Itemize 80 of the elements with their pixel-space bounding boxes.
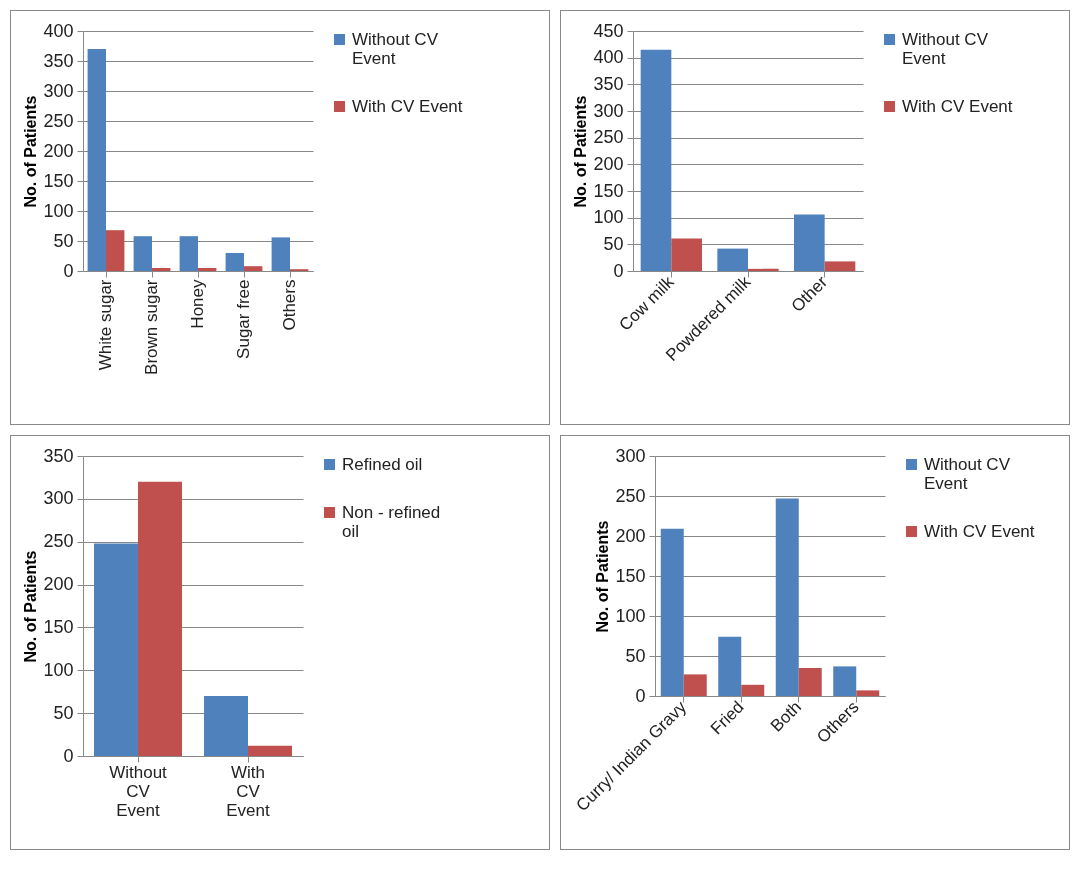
legend-label: With CV Event bbox=[352, 96, 463, 116]
y-tick-label: 0 bbox=[613, 260, 624, 281]
bar bbox=[824, 261, 856, 271]
y-tick-label: 0 bbox=[635, 685, 646, 706]
bar bbox=[87, 49, 106, 271]
y-tick-label: 0 bbox=[63, 745, 74, 766]
x-tick-label: Without CV Event bbox=[109, 762, 168, 820]
x-tick-label: Brown sugar bbox=[142, 279, 161, 375]
y-tick-label: 50 bbox=[603, 233, 624, 254]
y-tick-label: 300 bbox=[593, 100, 624, 121]
bar bbox=[717, 248, 748, 271]
bar bbox=[640, 49, 672, 271]
y-tick-label: 0 bbox=[63, 260, 74, 281]
bar bbox=[718, 636, 742, 696]
legend-label: With CV Event bbox=[902, 96, 1013, 116]
legend-label: Non - refined oil bbox=[342, 502, 441, 541]
y-tick-label: 200 bbox=[43, 140, 74, 161]
y-tick-label: 100 bbox=[43, 200, 74, 221]
y-tick-label: 250 bbox=[43, 531, 74, 552]
y-tick-label: 300 bbox=[43, 488, 74, 509]
bar bbox=[198, 268, 217, 271]
bar bbox=[833, 666, 857, 696]
y-tick-label: 350 bbox=[43, 445, 74, 466]
y-tick-label: 100 bbox=[593, 207, 624, 228]
x-tick-label: With CV Event bbox=[226, 762, 271, 820]
bar bbox=[271, 237, 290, 271]
y-tick-label: 300 bbox=[43, 80, 74, 101]
bar bbox=[179, 236, 198, 271]
y-axis-title: No. of Patients bbox=[594, 520, 612, 633]
x-tick-label: Honey bbox=[188, 279, 207, 329]
y-tick-label: 50 bbox=[53, 230, 74, 251]
y-tick-label: 350 bbox=[43, 50, 74, 71]
legend-label: Without CV Event bbox=[352, 29, 439, 68]
bar bbox=[244, 266, 263, 271]
bar bbox=[106, 230, 125, 271]
x-tick-label: White sugar bbox=[96, 279, 115, 371]
legend-label: Without CV Event bbox=[902, 29, 989, 68]
bar bbox=[775, 498, 799, 696]
bar bbox=[741, 684, 765, 696]
y-axis-title: No. of Patients bbox=[22, 95, 40, 208]
x-tick-label: Others bbox=[280, 279, 299, 331]
y-tick-label: 350 bbox=[593, 73, 624, 94]
legend-label: Without CV Event bbox=[924, 454, 1011, 493]
bar bbox=[152, 268, 171, 271]
bar bbox=[225, 253, 244, 271]
y-axis-title: No. of Patients bbox=[572, 95, 590, 208]
y-tick-label: 450 bbox=[593, 20, 624, 41]
y-tick-label: 250 bbox=[43, 110, 74, 131]
bar bbox=[748, 268, 779, 271]
bar bbox=[671, 238, 702, 271]
bar bbox=[204, 696, 248, 756]
y-tick-label: 150 bbox=[615, 565, 646, 586]
y-tick-label: 400 bbox=[593, 47, 624, 68]
bar bbox=[133, 236, 152, 271]
y-tick-label: 250 bbox=[593, 127, 624, 148]
y-tick-label: 150 bbox=[593, 180, 624, 201]
x-tick-label: Sugar free bbox=[234, 279, 253, 359]
bar bbox=[660, 528, 684, 696]
y-tick-label: 400 bbox=[43, 20, 74, 41]
bar bbox=[138, 481, 182, 756]
y-tick-label: 150 bbox=[43, 616, 74, 637]
bar bbox=[856, 690, 880, 696]
y-tick-label: 200 bbox=[615, 525, 646, 546]
y-tick-label: 100 bbox=[43, 659, 74, 680]
y-tick-label: 200 bbox=[43, 574, 74, 595]
bar bbox=[794, 214, 825, 271]
bar bbox=[94, 543, 138, 756]
y-tick-label: 50 bbox=[625, 645, 646, 666]
bar bbox=[683, 674, 707, 696]
y-tick-label: 50 bbox=[53, 702, 74, 723]
legend-label: Refined oil bbox=[342, 454, 423, 474]
bar bbox=[798, 668, 822, 696]
y-tick-label: 200 bbox=[593, 153, 624, 174]
y-tick-label: 150 bbox=[43, 170, 74, 191]
y-axis-title: No. of Patients bbox=[22, 550, 40, 663]
y-tick-label: 100 bbox=[615, 605, 646, 626]
legend-label: With CV Event bbox=[924, 521, 1035, 541]
bar bbox=[248, 745, 292, 756]
y-tick-label: 250 bbox=[615, 485, 646, 506]
y-tick-label: 300 bbox=[615, 445, 646, 466]
